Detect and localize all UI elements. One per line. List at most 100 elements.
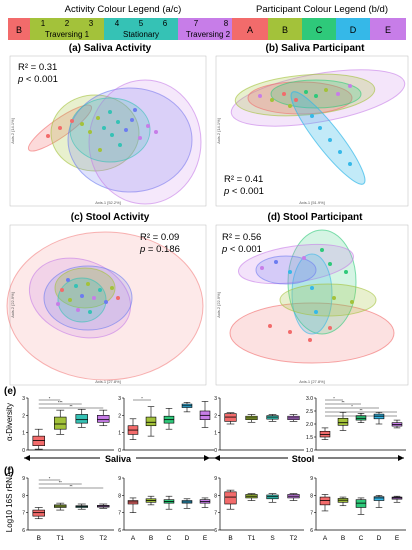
y-tick-label: 2	[22, 413, 25, 419]
sample-point	[80, 294, 84, 298]
sample-point	[102, 126, 106, 130]
sample-point	[268, 324, 272, 328]
y-tick-label: 8	[310, 493, 313, 499]
saliva-label: Saliva	[105, 454, 132, 464]
activity-legend-title: Activity Colour Legend (a/c)	[65, 4, 182, 15]
plot-area	[9, 55, 207, 207]
legend-group-stationary: Stationary	[123, 30, 159, 39]
x-tick-label: C	[359, 535, 364, 542]
arrow-left-icon	[24, 455, 30, 461]
sample-point	[324, 88, 328, 92]
x-tick-label: S	[270, 535, 275, 542]
y-tick-label: 2.5	[306, 409, 313, 415]
sample-point	[314, 310, 318, 314]
row-e-y-label: α-Diversity	[5, 403, 14, 441]
x-tick-label: E	[395, 535, 400, 542]
significance-label: **	[59, 480, 63, 485]
y-tick-label: 6	[118, 528, 121, 534]
x-tick-label: E	[203, 535, 208, 542]
legend-label-a: A	[247, 25, 253, 35]
legend-label-2: 2	[65, 19, 70, 28]
ellipse-stationary	[43, 265, 133, 331]
box-B	[337, 417, 349, 426]
sample-point	[118, 143, 122, 147]
y-tick-label: 7	[22, 511, 25, 517]
sample-point	[66, 278, 70, 282]
ellipse-a	[229, 302, 395, 364]
r-squared-stat: R² = 0.41	[224, 174, 263, 185]
sample-point	[282, 92, 286, 96]
y-axis-label: Axis.2 [14.1%]	[10, 118, 15, 144]
legend-label-5: 5	[139, 19, 144, 28]
panel-title: (c) Stool Activity	[71, 212, 150, 223]
ellipse-stationary-inner	[69, 97, 151, 163]
pcoa-panel-b: (b) Saliva Participant R² = 0.4	[215, 43, 409, 207]
significance-label: *	[141, 396, 143, 401]
arrow-mid-left-icon	[204, 455, 210, 461]
arrow-right-icon	[398, 455, 404, 461]
sample-point	[320, 248, 324, 252]
legend-label-7: 7	[194, 19, 199, 28]
significance-label: ***	[58, 400, 63, 405]
participant-legend: Participant Colour Legend (b/d) A B C D …	[232, 4, 406, 40]
y-tick-label: 0	[214, 448, 217, 454]
x-axis-label: Axis.1 [52.2%]	[95, 200, 121, 205]
significance-label: **	[359, 412, 363, 417]
confidence-ellipses	[6, 231, 204, 381]
x-tick-label: A	[323, 535, 328, 542]
y-tick-label: 3	[118, 396, 121, 402]
y-tick-label: 7	[214, 511, 217, 517]
sample-point	[310, 114, 314, 118]
plot-area	[215, 55, 409, 207]
sample-point	[86, 282, 90, 286]
y-tick-label: 1	[214, 431, 217, 437]
legend-label-3: 3	[89, 19, 94, 28]
y-tick-label: 0	[22, 448, 25, 454]
y-tick-label: 0	[118, 448, 121, 454]
legend-seg-c	[302, 18, 336, 40]
y-tick-label: 3	[22, 396, 25, 402]
box-B	[224, 413, 237, 422]
plot-area	[9, 224, 207, 386]
legend-seg-stationary	[104, 18, 178, 40]
ellipse-d-inner	[255, 255, 317, 285]
significance-label: **	[69, 484, 73, 489]
x-tick-label: D	[185, 535, 190, 542]
legend-label-6: 6	[163, 19, 168, 28]
y-tick-label: 8	[22, 493, 25, 499]
sample-point	[314, 94, 318, 98]
y-tick-label: 9	[22, 476, 25, 482]
y-tick-label: 6	[310, 528, 313, 534]
y-tick-label: 7	[118, 511, 121, 517]
participant-legend-title: Participant Colour Legend (b/d)	[256, 4, 388, 15]
sample-point	[98, 288, 102, 292]
significance-label: *	[333, 396, 335, 401]
p-value-stat: p < 0.001	[223, 186, 264, 197]
sample-point	[288, 330, 292, 334]
sample-point	[68, 298, 72, 302]
sample-point	[98, 148, 102, 152]
sample-point	[46, 134, 50, 138]
legend-label-4: 4	[115, 19, 120, 28]
sample-point	[76, 308, 80, 312]
sample-point	[110, 133, 114, 137]
sample-point	[328, 326, 332, 330]
panel-title: (b) Saliva Participant	[266, 43, 366, 54]
x-axis-label: Axis.1 [27.8%]	[299, 379, 325, 384]
sample-points	[56, 278, 120, 314]
legend-seg-traversing1	[30, 18, 104, 40]
x-tick-label: T2	[99, 535, 107, 542]
sample-point	[74, 284, 78, 288]
y-tick-label: 3	[214, 396, 217, 402]
p-value-stat: p < 0.001	[17, 74, 58, 85]
y-tick-label: 6	[22, 528, 25, 534]
box-S	[75, 414, 88, 424]
ellipse-d	[290, 91, 366, 185]
sample-point	[338, 150, 342, 154]
box-C	[355, 499, 367, 508]
ellipse-d	[291, 253, 333, 335]
sample-point	[336, 92, 340, 96]
x-axis-label: Axis.1 [27.8%]	[95, 379, 121, 384]
